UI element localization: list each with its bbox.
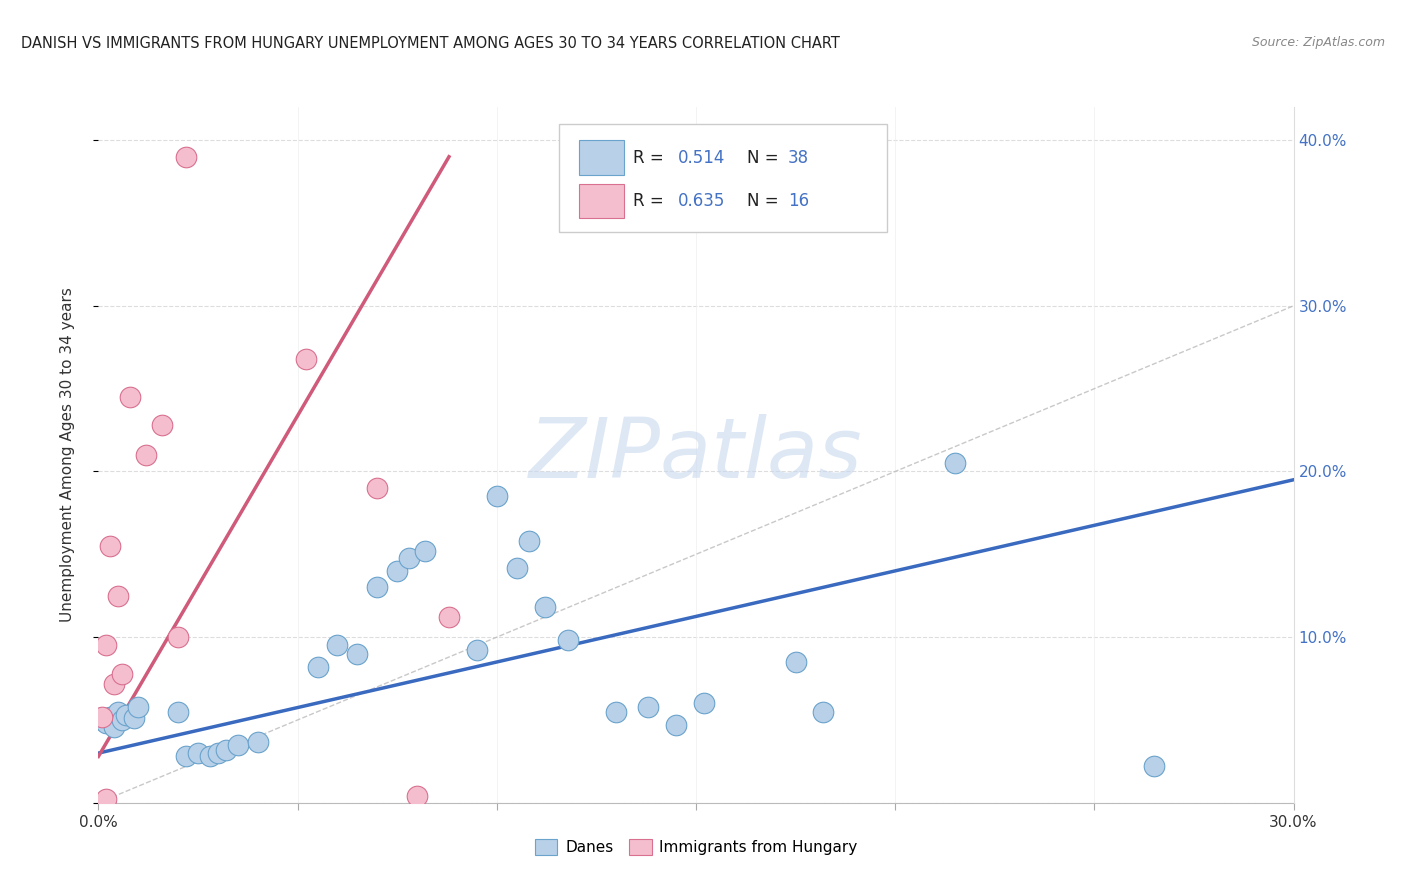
Point bbox=[103, 720, 125, 734]
Point bbox=[785, 655, 807, 669]
Point bbox=[124, 711, 146, 725]
Text: ZIPatlas: ZIPatlas bbox=[529, 415, 863, 495]
Text: N =: N = bbox=[748, 192, 785, 210]
Point bbox=[103, 676, 125, 690]
Point bbox=[406, 789, 429, 804]
Point bbox=[207, 746, 229, 760]
Point bbox=[517, 534, 540, 549]
Point bbox=[215, 743, 238, 757]
FancyBboxPatch shape bbox=[558, 124, 887, 232]
Text: N =: N = bbox=[748, 149, 785, 167]
Point bbox=[107, 705, 129, 719]
Point bbox=[557, 633, 579, 648]
Text: R =: R = bbox=[633, 192, 669, 210]
Point bbox=[533, 600, 555, 615]
Point bbox=[943, 456, 966, 470]
Point bbox=[150, 418, 173, 433]
Point bbox=[198, 749, 221, 764]
Text: Source: ZipAtlas.com: Source: ZipAtlas.com bbox=[1251, 36, 1385, 49]
Point bbox=[111, 713, 134, 727]
Text: 0.514: 0.514 bbox=[678, 149, 725, 167]
Point bbox=[246, 734, 269, 748]
Point bbox=[307, 660, 329, 674]
Text: 0.635: 0.635 bbox=[678, 192, 725, 210]
Point bbox=[294, 351, 316, 366]
Point bbox=[366, 581, 388, 595]
Text: DANISH VS IMMIGRANTS FROM HUNGARY UNEMPLOYMENT AMONG AGES 30 TO 34 YEARS CORRELA: DANISH VS IMMIGRANTS FROM HUNGARY UNEMPL… bbox=[21, 36, 839, 51]
Point bbox=[174, 150, 197, 164]
Point bbox=[115, 708, 138, 723]
Point bbox=[187, 746, 209, 760]
Point bbox=[437, 610, 460, 624]
Point bbox=[326, 639, 349, 653]
Point bbox=[226, 738, 249, 752]
Point bbox=[366, 481, 388, 495]
Point bbox=[1143, 759, 1166, 773]
Point bbox=[120, 390, 142, 404]
Point bbox=[605, 705, 627, 719]
Point bbox=[127, 699, 149, 714]
Point bbox=[637, 699, 659, 714]
Point bbox=[96, 792, 118, 806]
Point bbox=[111, 666, 134, 681]
Point bbox=[693, 697, 716, 711]
Point bbox=[91, 709, 114, 723]
Point bbox=[167, 705, 190, 719]
Point bbox=[174, 749, 197, 764]
Legend: Danes, Immigrants from Hungary: Danes, Immigrants from Hungary bbox=[529, 833, 863, 862]
Point bbox=[485, 489, 508, 503]
Point bbox=[506, 560, 529, 574]
Point bbox=[346, 647, 368, 661]
Point bbox=[91, 713, 114, 727]
Point bbox=[135, 448, 157, 462]
Point bbox=[98, 709, 122, 723]
Point bbox=[107, 589, 129, 603]
FancyBboxPatch shape bbox=[579, 140, 624, 175]
Point bbox=[398, 550, 420, 565]
Text: 16: 16 bbox=[787, 192, 808, 210]
Point bbox=[665, 718, 688, 732]
Y-axis label: Unemployment Among Ages 30 to 34 years: Unemployment Among Ages 30 to 34 years bbox=[60, 287, 75, 623]
Point bbox=[385, 564, 409, 578]
Point bbox=[813, 705, 835, 719]
Point bbox=[167, 630, 190, 644]
Point bbox=[465, 643, 488, 657]
FancyBboxPatch shape bbox=[579, 184, 624, 219]
Text: R =: R = bbox=[633, 149, 669, 167]
Point bbox=[98, 539, 122, 553]
Point bbox=[96, 716, 118, 731]
Text: 38: 38 bbox=[787, 149, 808, 167]
Point bbox=[96, 639, 118, 653]
Point bbox=[413, 544, 436, 558]
